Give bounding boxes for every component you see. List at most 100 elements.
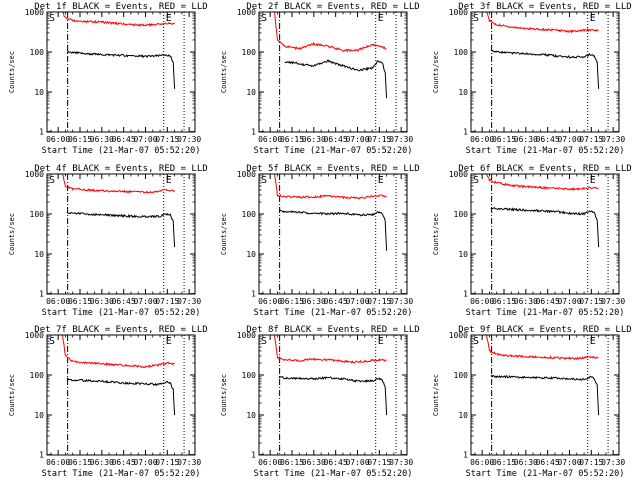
x-tick-label: 06:45 [112, 458, 136, 467]
series-line-black [490, 207, 600, 248]
series-line-black [490, 374, 600, 416]
x-tick-label: 06:15 [280, 135, 304, 144]
series-line-red [62, 173, 175, 194]
y-tick-label: 10 [458, 88, 468, 97]
time-marker-label: S [49, 13, 55, 24]
plot-frame [46, 173, 196, 295]
series-line-black [66, 50, 176, 89]
y-axis-label: Counts/sec [8, 213, 16, 255]
x-tick-label: 07:30 [601, 458, 625, 467]
y-tick-label: 1 [251, 128, 256, 137]
y-tick-label: 1000 [25, 331, 44, 340]
y-tick-label: 100 [30, 48, 45, 57]
series-line-red [62, 11, 175, 27]
time-marker-label: S [473, 175, 479, 186]
x-tick-label: 07:15 [367, 458, 391, 467]
time-marker-label: E [378, 336, 384, 347]
x-tick-label: 06:00 [46, 135, 70, 144]
y-tick-label: 1 [463, 128, 468, 137]
x-tick-label: 07:15 [367, 135, 391, 144]
x-tick-label: 07:30 [177, 135, 201, 144]
chart-title: Det 2f BLACK = Events, RED = LLD [246, 2, 419, 12]
series-line-red [274, 173, 387, 200]
time-marker-label: E [590, 175, 596, 186]
y-tick-label: 1 [39, 451, 44, 460]
time-marker-label: S [49, 336, 55, 347]
x-tick-label: 06:00 [46, 297, 70, 306]
chart-panel: Det 9f BLACK = Events, RED = LLD 1 10 100 10… [432, 325, 632, 479]
y-tick-label: 1 [251, 290, 256, 299]
y-axis-label: Counts/sec [432, 213, 440, 255]
plot-frame [470, 173, 620, 295]
time-marker-label: S [261, 336, 267, 347]
x-tick-label: 06:30 [514, 297, 538, 306]
x-tick-label: 06:30 [302, 458, 326, 467]
chart-title: Det 3f BLACK = Events, RED = LLD [458, 2, 631, 12]
time-marker-label: S [473, 13, 479, 24]
x-tick-label: 06:15 [492, 135, 516, 144]
y-axis-label: Counts/sec [432, 374, 440, 416]
chart-title: Det 6f BLACK = Events, RED = LLD [458, 164, 631, 174]
time-marker-label: E [378, 175, 384, 186]
y-tick-label: 100 [30, 371, 45, 380]
y-axis-label: Counts/sec [220, 374, 228, 416]
x-axis-label: Start Time (21-Mar-07 05:52:20) [42, 469, 201, 479]
chart-title: Det 9f BLACK = Events, RED = LLD [458, 325, 631, 335]
y-axis-label: Counts/sec [8, 51, 16, 93]
series-line-black [490, 49, 600, 89]
x-tick-label: 06:00 [258, 297, 282, 306]
x-tick-label: 06:45 [324, 135, 348, 144]
x-tick-label: 07:00 [345, 135, 369, 144]
y-axis-label: Counts/sec [220, 213, 228, 255]
y-tick-label: 1000 [237, 331, 256, 340]
x-tick-label: 06:15 [280, 297, 304, 306]
y-tick-label: 10 [34, 250, 44, 259]
x-tick-label: 07:00 [133, 458, 157, 467]
series-line-red [274, 334, 387, 364]
series-line-red [486, 173, 599, 192]
y-axis-label: Counts/sec [220, 51, 228, 93]
y-tick-label: 10 [34, 88, 44, 97]
plot-frame [46, 334, 196, 456]
x-tick-label: 06:30 [90, 297, 114, 306]
series-line-red [274, 11, 387, 53]
time-marker-label: E [166, 336, 172, 347]
series-line-black [278, 209, 388, 251]
y-tick-label: 1000 [449, 331, 468, 340]
x-tick-label: 07:00 [557, 135, 581, 144]
x-axis-label: Start Time (21-Mar-07 05:52:20) [42, 308, 201, 318]
x-tick-label: 06:30 [90, 458, 114, 467]
x-tick-label: 07:30 [389, 135, 413, 144]
plot-frame [470, 334, 620, 456]
plot-frame [258, 334, 408, 456]
chart-panel: Det 6f BLACK = Events, RED = LLD 1 10 100 10… [432, 164, 632, 318]
time-marker-label: E [166, 13, 172, 24]
plot-frame [470, 11, 620, 133]
x-tick-label: 06:45 [536, 135, 560, 144]
x-tick-label: 06:45 [112, 135, 136, 144]
x-tick-label: 07:15 [155, 458, 179, 467]
y-tick-label: 1000 [25, 170, 44, 179]
x-tick-label: 06:45 [536, 297, 560, 306]
x-tick-label: 07:30 [177, 458, 201, 467]
y-tick-label: 100 [242, 48, 257, 57]
time-marker-label: E [378, 13, 384, 24]
chart-title: Det 1f BLACK = Events, RED = LLD [34, 2, 207, 12]
x-tick-label: 06:00 [470, 297, 494, 306]
y-tick-label: 1 [39, 290, 44, 299]
x-axis-label: Start Time (21-Mar-07 05:52:20) [254, 146, 413, 156]
plot-frame [258, 11, 408, 133]
x-tick-label: 07:00 [133, 297, 157, 306]
y-tick-label: 100 [454, 48, 469, 57]
y-tick-label: 100 [454, 210, 469, 219]
x-tick-label: 07:15 [579, 135, 603, 144]
y-tick-label: 100 [454, 371, 469, 380]
x-tick-label: 07:30 [177, 297, 201, 306]
x-tick-label: 07:30 [601, 135, 625, 144]
chart-panel: Det 2f BLACK = Events, RED = LLD 1 10 100 10… [220, 2, 420, 156]
chart-panel: Det 5f BLACK = Events, RED = LLD 1 10 100 10… [220, 164, 420, 318]
series-line-black [66, 377, 176, 416]
chart-panel: Det 3f BLACK = Events, RED = LLD 1 10 100 10… [432, 2, 632, 156]
plot-frame [258, 173, 408, 295]
